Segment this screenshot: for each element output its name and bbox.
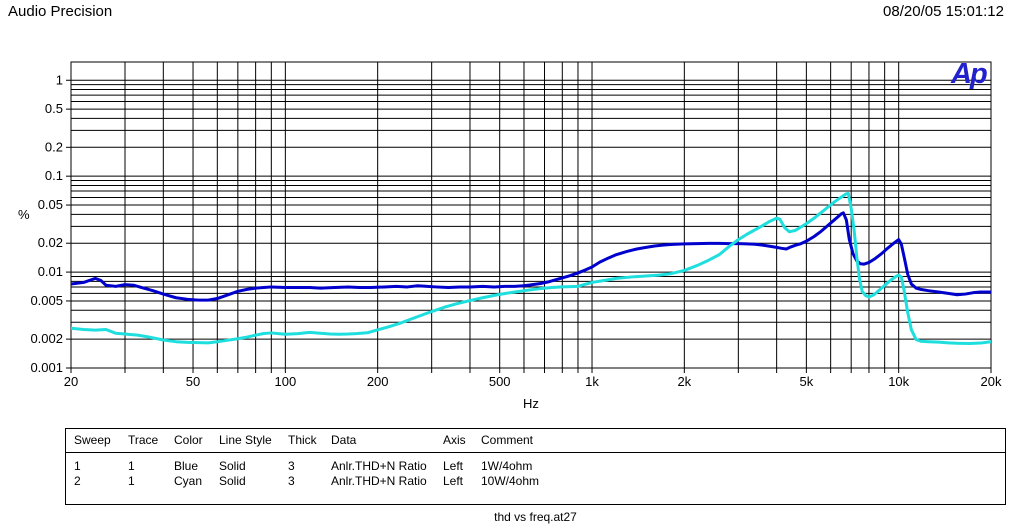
legend-table-header: Sweep Trace Color Line Style Thick Data Axis Co… xyxy=(66,429,1005,453)
y-tick-label: 0.02 xyxy=(38,235,63,250)
chart-filename: thd vs freq.at27 xyxy=(494,510,577,524)
y-tick-label: 0.002 xyxy=(30,331,63,346)
legend-header-cell: Comment xyxy=(481,433,534,447)
x-axis-unit-label: Hz xyxy=(523,396,539,411)
legend-header-cell: Line Style xyxy=(219,433,272,447)
legend-cell: 2 xyxy=(74,474,81,488)
legend-cell: Blue xyxy=(174,459,199,473)
x-tick-label: 500 xyxy=(489,374,511,389)
x-tick-label: 50 xyxy=(186,374,200,389)
legend-cell: Anlr.THD+N Ratio xyxy=(331,474,427,488)
legend-header-cell: Axis xyxy=(443,433,466,447)
y-tick-label: 0.05 xyxy=(38,197,63,212)
legend-cell: 3 xyxy=(288,459,295,473)
legend-cell: Solid xyxy=(219,459,246,473)
legend-cell: Cyan xyxy=(174,474,203,488)
legend-cell: Left xyxy=(443,459,464,473)
legend-table-body: 1 1 Blue Solid 3 Anlr.THD+N Ratio Left 1W/4ohm 2… xyxy=(66,453,1005,489)
y-tick-label: 0.5 xyxy=(45,101,63,116)
legend-header-cell: Thick xyxy=(288,433,317,447)
legend-cell: 10W/4ohm xyxy=(481,474,540,488)
legend-header-cell: Color xyxy=(174,433,203,447)
y-tick-label: 0.01 xyxy=(38,264,63,279)
y-tick-label: 0.2 xyxy=(45,139,63,154)
y-tick-label: 0.1 xyxy=(45,168,63,183)
app-title: Audio Precision xyxy=(8,3,113,20)
legend-header-cell: Data xyxy=(331,433,357,447)
timestamp: 08/20/05 15:01:12 xyxy=(883,3,1004,20)
x-tick-label: 5k xyxy=(800,374,814,389)
x-tick-label: 200 xyxy=(367,374,389,389)
legend-cell: 1 xyxy=(74,459,81,473)
legend-table: Sweep Trace Color Line Style Thick Data Axis Co… xyxy=(65,428,1006,505)
legend-cell: 1 xyxy=(128,459,135,473)
legend-cell: Left xyxy=(443,474,464,488)
x-tick-label: 1k xyxy=(585,374,599,389)
trace-1w-4ohm xyxy=(71,211,991,302)
y-tick-label: 1 xyxy=(56,72,63,87)
legend-table-row: 2 1 Cyan Solid 3 Anlr.THD+N Ratio Left 10W/4ohm xyxy=(66,474,1005,489)
thd-vs-frequency-chart: 20 50 100 200 500 1k 2k 5k 10k 20k 1 0.5 0.2 0.1 0.05 0… xyxy=(30,61,1002,389)
x-tick-label: 100 xyxy=(274,374,296,389)
plot-border xyxy=(70,61,992,369)
legend-header-cell: Trace xyxy=(128,433,159,447)
legend-cell: 1W/4ohm xyxy=(481,459,533,473)
x-tick-label: 10k xyxy=(888,374,909,389)
y-tick-label: 0.001 xyxy=(30,360,63,375)
x-tick-label: 20k xyxy=(981,374,1002,389)
legend-table-row: 1 1 Blue Solid 3 Anlr.THD+N Ratio Left 1W/4ohm xyxy=(66,459,1005,474)
legend-cell: 3 xyxy=(288,474,295,488)
y-tick-label: 0.005 xyxy=(30,293,63,308)
legend-cell: Solid xyxy=(219,474,246,488)
audio-precision-logo: Ap xyxy=(951,58,988,90)
x-tick-label: 20 xyxy=(64,374,78,389)
legend-cell: Anlr.THD+N Ratio xyxy=(331,459,427,473)
trace-10w-4ohm xyxy=(71,191,991,346)
y-axis-unit-label: % xyxy=(18,207,30,222)
x-tick-label: 2k xyxy=(677,374,691,389)
legend-cell: 1 xyxy=(128,474,135,488)
legend-header-cell: Sweep xyxy=(74,433,111,447)
